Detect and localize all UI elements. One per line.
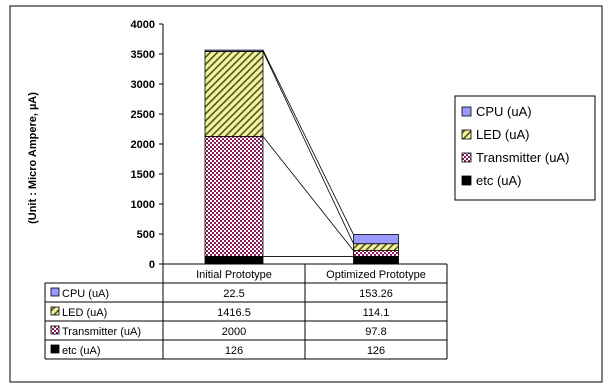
legend-swatch [461,175,472,186]
y-tick-label: 1500 [131,169,155,181]
series-connector-line [262,49,354,235]
table-row-label: etc (uA) [62,345,101,357]
legend-label: LED (uA) [476,127,529,142]
plot-area [204,49,399,265]
y-tick-label: 4000 [131,19,155,31]
legend-swatch [461,129,472,140]
legend-label: CPU (uA) [476,104,532,119]
category-label: Initial Prototype [196,269,272,281]
series-connector-line [262,51,354,244]
bar-cpu-ua-optimized-prototype [353,234,399,245]
category-label: Optimized Prototype [326,269,426,281]
table-row-label: Transmitter (uA) [62,326,141,338]
y-tick-label: 500 [137,229,155,241]
legend-swatch [461,152,472,163]
table-cell: 1416.5 [217,307,251,319]
data-table: Initial Prototype Optimized Prototype CPU … [44,263,448,360]
y-tick-label: 3000 [131,79,155,91]
bar-transmitter-ua-optimized-prototype [353,250,399,257]
bar-etc-ua-initial-prototype [204,256,264,265]
legend-label: Transmitter (uA) [476,150,569,165]
y-tick-label: 1000 [131,199,155,211]
legend-swatch [461,106,472,117]
y-axis: 0 500 1000 1500 2000 2500 3000 3500 4000 [131,19,447,271]
table-cell: 97.8 [365,326,386,338]
y-tick-label: 0 [149,259,155,271]
table-legend-key [50,287,60,297]
series-connector-line [262,136,354,251]
bar-transmitter-ua-initial-prototype [204,136,264,257]
table-legend-key [50,344,60,354]
bar-led-ua-initial-prototype [204,51,264,137]
bar-cpu-ua-initial-prototype [204,49,264,52]
y-tick-label: 2000 [131,139,155,151]
table-cell: 153.26 [359,288,393,300]
bar-led-ua-optimized-prototype [353,243,399,251]
table-legend-key [50,306,60,316]
y-tick-label: 3500 [131,49,155,61]
table-legend-key [50,325,60,335]
table-row-label: LED (uA) [62,307,107,319]
table-cell: 2000 [222,326,246,338]
y-axis-label: (Unit : Micro Ampere, µA) [27,92,39,224]
table-row-label: CPU (uA) [62,288,109,300]
bar-etc-ua-optimized-prototype [353,256,399,265]
y-tick-label: 2500 [131,109,155,121]
table-cell: 126 [225,345,243,357]
table-cell: 114.1 [363,307,390,319]
table-cell: 22.5 [223,288,244,300]
table-cell: 126 [367,345,385,357]
legend: CPU (uA) LED (uA) Transmitter (uA) etc (uA) [454,95,596,201]
legend-label: etc (uA) [476,173,522,188]
legend-box [454,95,596,201]
